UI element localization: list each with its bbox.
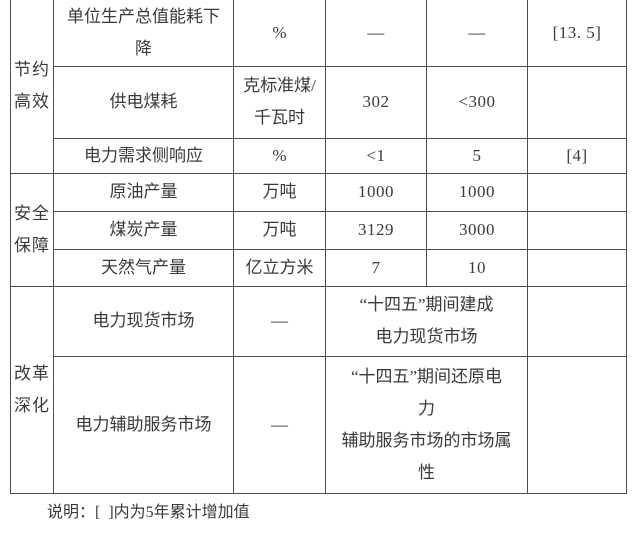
unit-cell: —	[233, 355, 326, 494]
current-value-cell: —	[325, 0, 427, 67]
target-value-cell: 10	[426, 248, 528, 287]
target-value-cell: —	[426, 0, 528, 67]
unit-cell: %	[233, 0, 326, 67]
table-row: 电力辅助服务市场 — “十四五”期间还原电 力 辅助服务市场的市场属 性	[11, 355, 627, 494]
table-row: 天然气产量 亿立方米 7 10	[11, 248, 627, 287]
group-cell-energy-efficiency: 节约 高效	[10, 0, 54, 174]
target-value-cell: 3000	[426, 210, 528, 250]
target-value-cell: <300	[426, 65, 528, 139]
indicator-cell: 单位生产总值能耗下 降	[53, 0, 234, 67]
indicator-cell: 电力现货市场	[53, 285, 234, 357]
target-value-cell: 5	[426, 137, 528, 174]
merged-target-cell: “十四五”期间建成 电力现货市场	[325, 285, 528, 357]
current-value-cell: 3129	[325, 210, 427, 250]
indicator-cell: 煤炭产量	[53, 210, 234, 250]
current-value-cell: 1000	[325, 172, 427, 212]
bracket-value-cell	[527, 355, 627, 494]
table-row: 电力需求侧响应 % <1 5 [4]	[11, 137, 627, 174]
table-row: 供电煤耗 克标准煤/ 千瓦时 302 <300	[11, 65, 627, 139]
indicator-cell: 原油产量	[53, 172, 234, 212]
unit-cell: —	[233, 285, 326, 357]
bracket-value-cell	[527, 285, 627, 357]
target-value-cell: 1000	[426, 172, 528, 212]
bracket-value-cell	[527, 172, 627, 212]
indicator-cell: 电力辅助服务市场	[53, 355, 234, 494]
indicator-cell: 供电煤耗	[53, 65, 234, 139]
indicator-cell: 电力需求侧响应	[53, 137, 234, 174]
unit-cell: 亿立方米	[233, 248, 326, 287]
indicator-cell: 天然气产量	[53, 248, 234, 287]
bracket-value-cell	[527, 65, 627, 139]
bracket-value-cell: [13. 5]	[527, 0, 627, 67]
table-row: 改革 深化 电力现货市场 — “十四五”期间建成 电力现货市场	[10, 285, 627, 494]
bracket-value-cell: [4]	[527, 137, 627, 174]
unit-cell: 克标准煤/ 千瓦时	[233, 65, 326, 139]
group-cell-supply-security: 安全 保障	[10, 172, 54, 287]
current-value-cell: <1	[325, 137, 427, 174]
unit-cell: %	[233, 137, 326, 174]
merged-target-cell: “十四五”期间还原电 力 辅助服务市场的市场属 性	[325, 355, 528, 494]
unit-cell: 万吨	[233, 210, 326, 250]
table-row: 节约 高效 单位生产总值能耗下 降 % — — [13. 5]	[10, 0, 627, 174]
table-row: 煤炭产量 万吨 3129 3000	[11, 210, 627, 250]
current-value-cell: 7	[325, 248, 427, 287]
bracket-value-cell	[527, 210, 627, 250]
table-row: 安全 保障 原油产量 万吨 1000 1000	[10, 172, 627, 287]
group-cell-reform-deepening: 改革 深化	[10, 285, 54, 494]
unit-cell: 万吨	[233, 172, 326, 212]
table-footnote: 说明：[ ]内为5年累计增加值	[47, 504, 250, 521]
bracket-value-cell	[527, 248, 627, 287]
planning-indicators-table-wrap: 节约 高效 单位生产总值能耗下 降 % — — [13. 5] 供电煤耗 克标准…	[10, 0, 627, 494]
planning-indicators-table: 节约 高效 单位生产总值能耗下 降 % — — [13. 5] 供电煤耗 克标准…	[10, 0, 627, 494]
current-value-cell: 302	[325, 65, 427, 139]
